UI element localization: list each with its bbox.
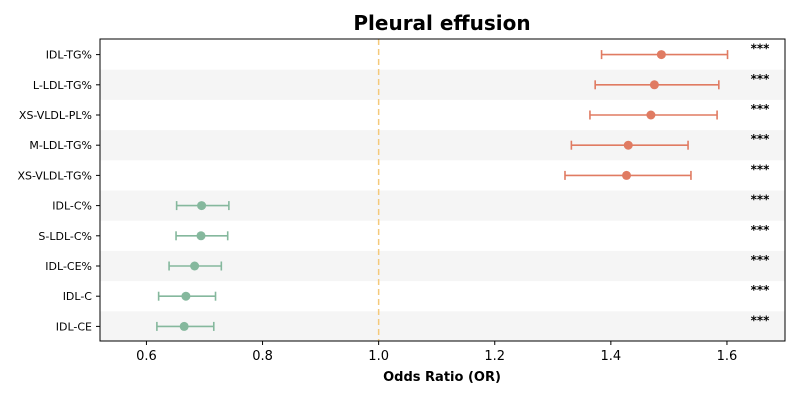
significance-label: *** [751, 193, 771, 207]
y-tick-label: IDL-C [63, 290, 93, 303]
forest-row: IDL-CE *** [56, 313, 770, 333]
significance-label: *** [751, 283, 771, 297]
significance-label: *** [751, 313, 771, 327]
significance-label: *** [751, 162, 771, 176]
y-tick-label: XS-VLDL-TG% [17, 169, 92, 182]
odds-ratio-point [623, 140, 633, 150]
x-tick-label: 1.0 [368, 349, 389, 364]
x-tick-label: 0.8 [252, 349, 273, 364]
y-tick-label: IDL-C% [52, 200, 92, 213]
forest-row: IDL-C *** [63, 283, 770, 303]
y-tick-label: M-LDL-TG% [29, 139, 92, 152]
odds-ratio-point [197, 201, 207, 211]
forest-row: IDL-TG% *** [46, 42, 770, 62]
y-tick-label: S-LDL-C% [38, 230, 92, 243]
odds-ratio-point [646, 110, 656, 120]
forest-row: M-LDL-TG% *** [29, 132, 770, 152]
data-rows: IDL-TG% ***L-LDL-TG% ***XS-VLDL-PL% ***M-LD… [17, 42, 770, 334]
forest-row: IDL-CE% *** [45, 253, 770, 273]
significance-label: *** [751, 102, 771, 116]
significance-label: *** [751, 72, 771, 86]
odds-ratio-point [649, 80, 659, 90]
forest-row: XS-VLDL-PL% *** [19, 102, 770, 122]
forest-row: XS-VLDL-TG% *** [17, 162, 770, 182]
x-tick-label: 1.6 [717, 349, 738, 364]
odds-ratio-point [656, 50, 666, 60]
significance-label: *** [751, 132, 771, 146]
x-tick-label: 0.6 [136, 349, 157, 364]
x-tick-label: 1.4 [601, 349, 622, 364]
odds-ratio-point [622, 170, 632, 180]
x-axis-label: Odds Ratio (OR) [383, 370, 501, 385]
odds-ratio-point [190, 261, 200, 271]
odds-ratio-point [181, 291, 191, 301]
plot-frame [99, 38, 786, 342]
odds-ratio-point [196, 231, 206, 241]
chart-title: Pleural effusion [353, 11, 530, 35]
y-tick-label: IDL-CE [56, 320, 92, 333]
x-axis-ticks: 0.6 0.8 1.0 1.2 1.4 1.6 [136, 341, 737, 364]
forest-row: L-LDL-TG% *** [33, 72, 770, 92]
significance-label: *** [751, 253, 771, 267]
forest-row: S-LDL-C% *** [38, 223, 770, 243]
y-tick-label: XS-VLDL-PL% [19, 109, 92, 122]
odds-ratio-point [179, 321, 189, 331]
x-tick-label: 1.2 [484, 349, 505, 364]
y-tick-label: IDL-TG% [46, 49, 92, 62]
significance-label: *** [751, 223, 771, 237]
y-tick-label: L-LDL-TG% [33, 79, 92, 92]
forest-row: IDL-C% *** [52, 193, 770, 213]
significance-label: *** [751, 42, 771, 56]
y-tick-label: IDL-CE% [45, 260, 92, 273]
